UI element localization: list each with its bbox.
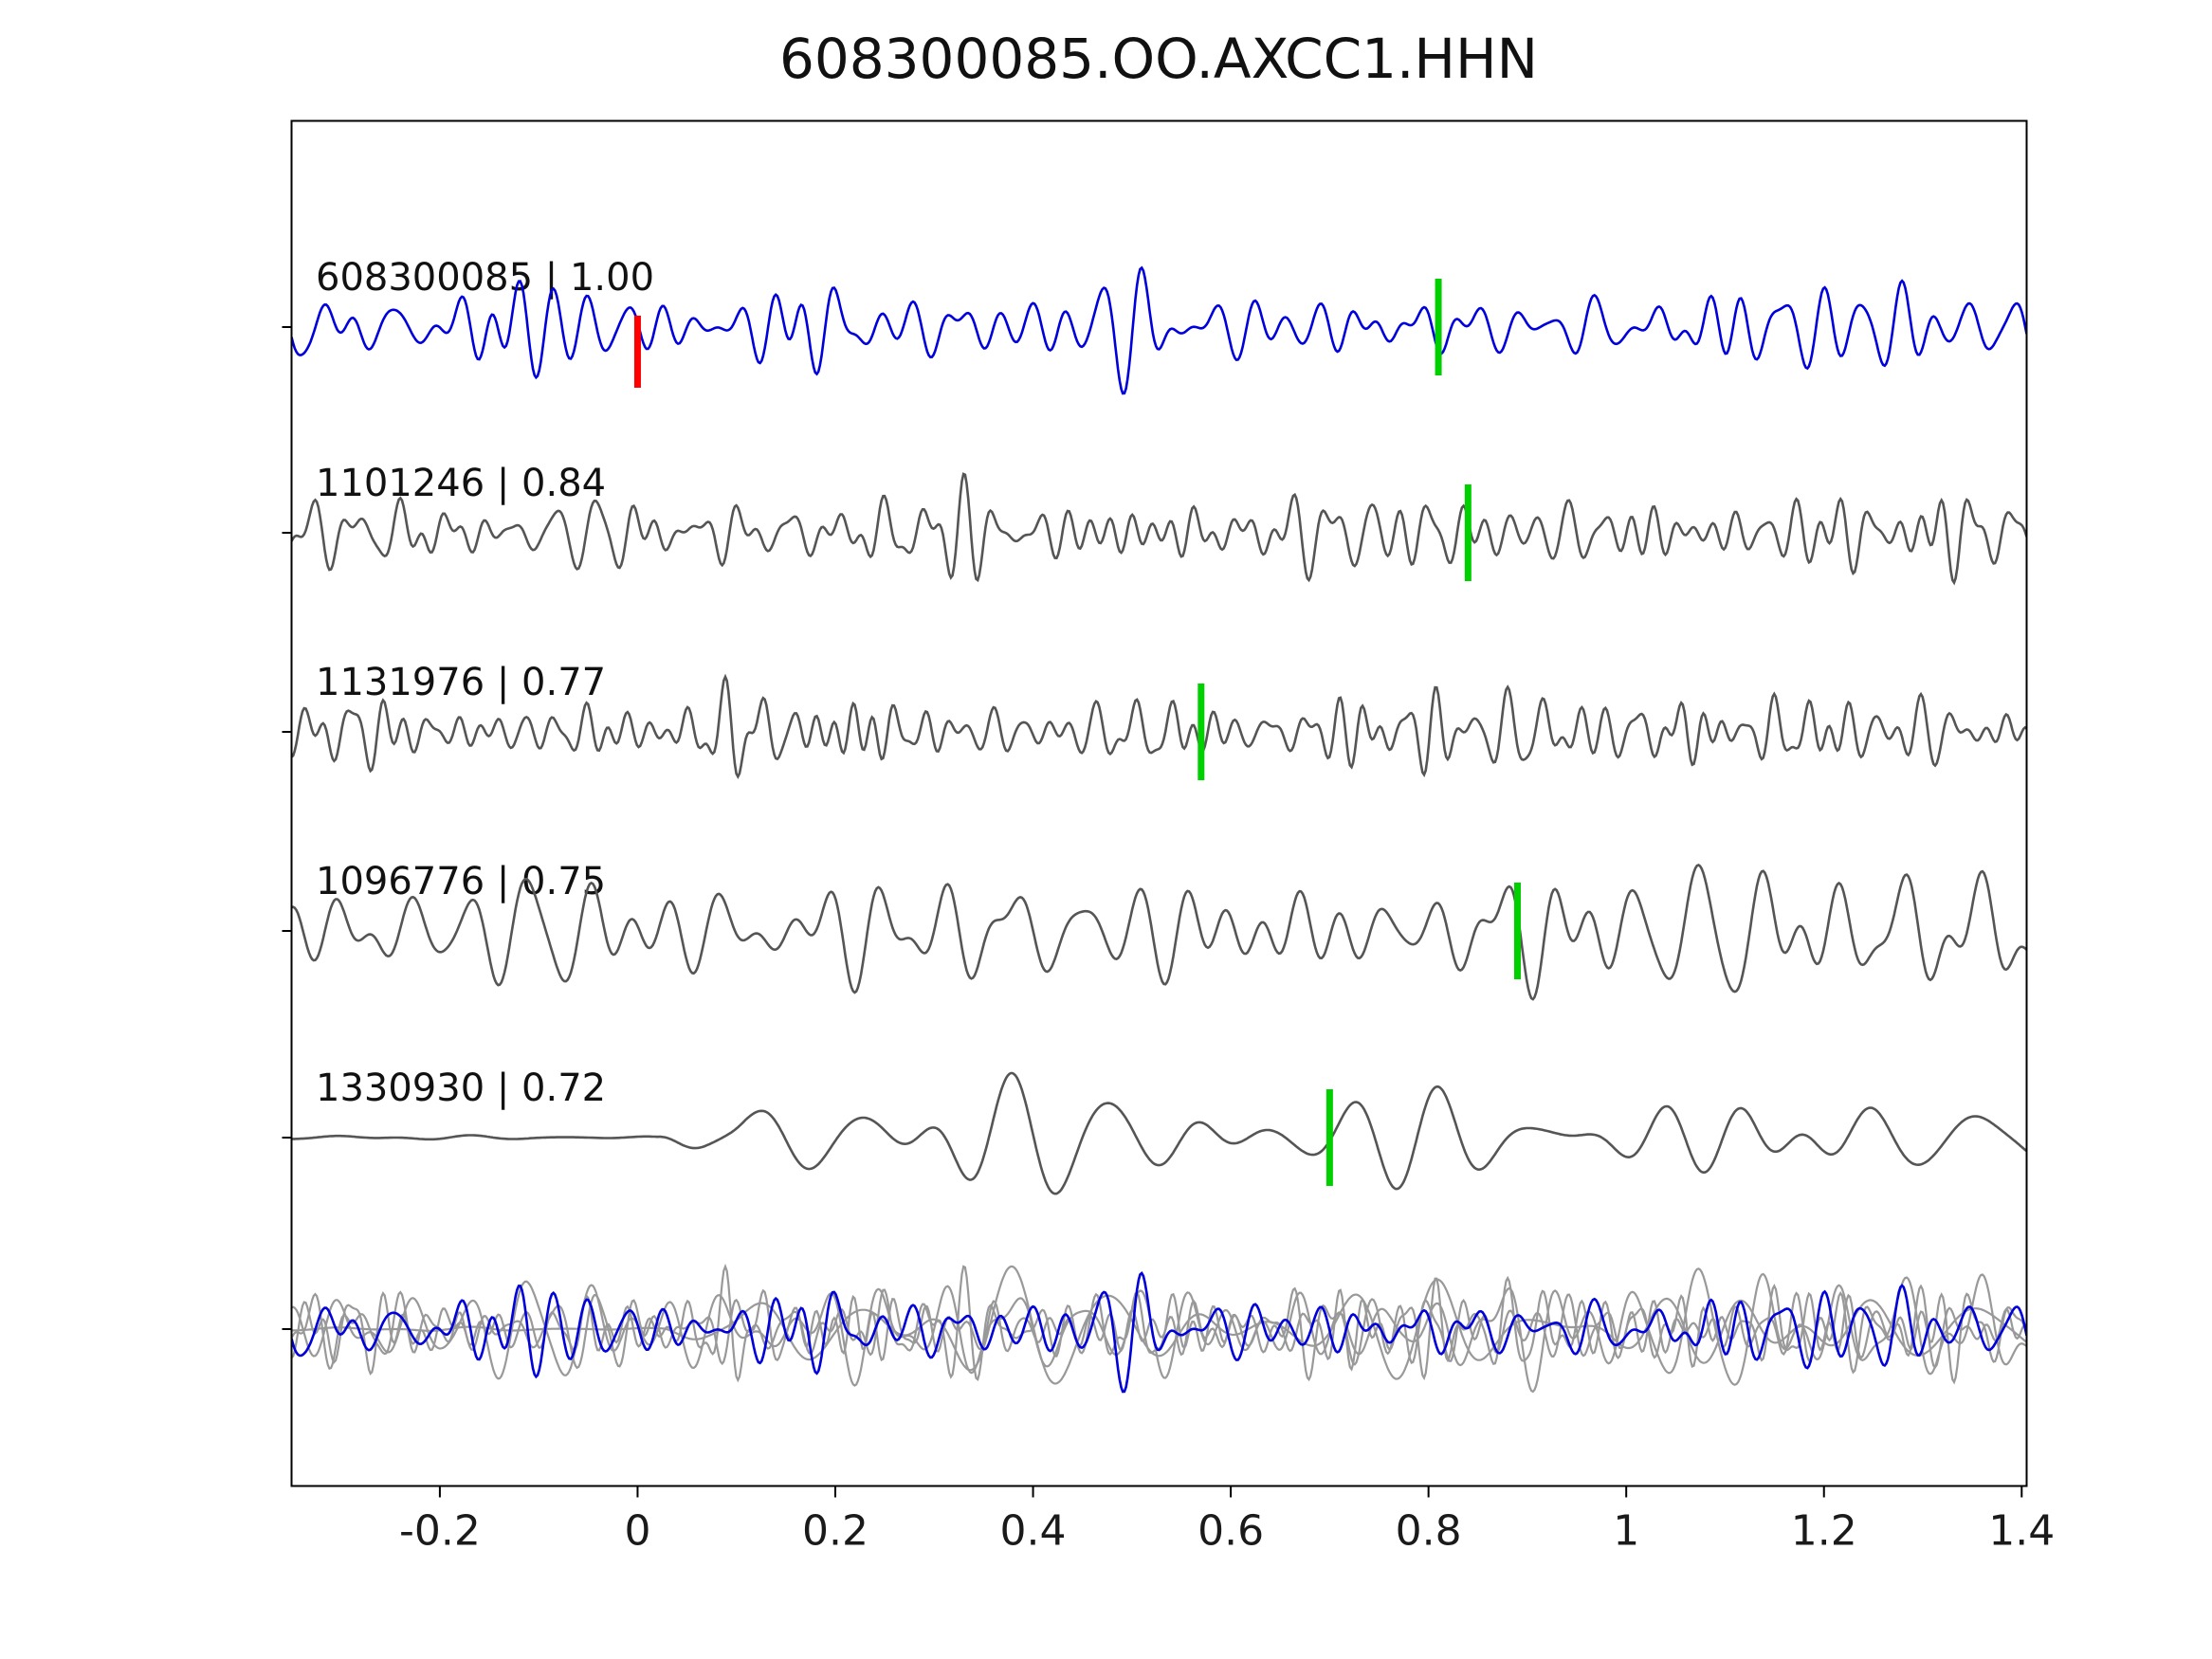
trace-label-1131976: 1131976 | 0.77	[316, 661, 607, 704]
x-tick-label: 1.2	[1791, 1507, 1857, 1556]
overlay-trace-608300085-highlight	[291, 1271, 2027, 1394]
plot-border	[290, 119, 2028, 1487]
waveform-trace-608300085	[291, 265, 2027, 395]
trace-label-1101246: 1101246 | 0.84	[316, 462, 607, 505]
overlay-trace-1330930	[291, 1265, 2027, 1385]
x-tick-label: 1.4	[1988, 1507, 2055, 1556]
figure-title: 608300085.OO.AXCC1.HHN	[778, 27, 1539, 91]
x-tick-label: 0.2	[802, 1507, 868, 1556]
x-tick-label: 0.4	[1000, 1507, 1067, 1556]
waveform-trace-1101246	[291, 472, 2027, 586]
x-tick-label: 0	[624, 1507, 650, 1556]
trace-label-1096776: 1096776 | 0.75	[316, 860, 607, 903]
trace-label-608300085: 608300085 | 1.00	[316, 256, 655, 300]
x-tick-label: -0.2	[399, 1507, 481, 1556]
trace-label-1330930: 1330930 | 0.72	[316, 1066, 607, 1110]
x-tick-label: 0.6	[1197, 1507, 1264, 1556]
waveform-trace-1330930	[291, 1071, 2027, 1195]
waveform-trace-1096776	[291, 864, 2027, 1001]
x-tick-label: 1	[1613, 1507, 1639, 1556]
waveform-trace-1131976	[291, 673, 2027, 780]
x-tick-label: 0.8	[1396, 1507, 1462, 1556]
